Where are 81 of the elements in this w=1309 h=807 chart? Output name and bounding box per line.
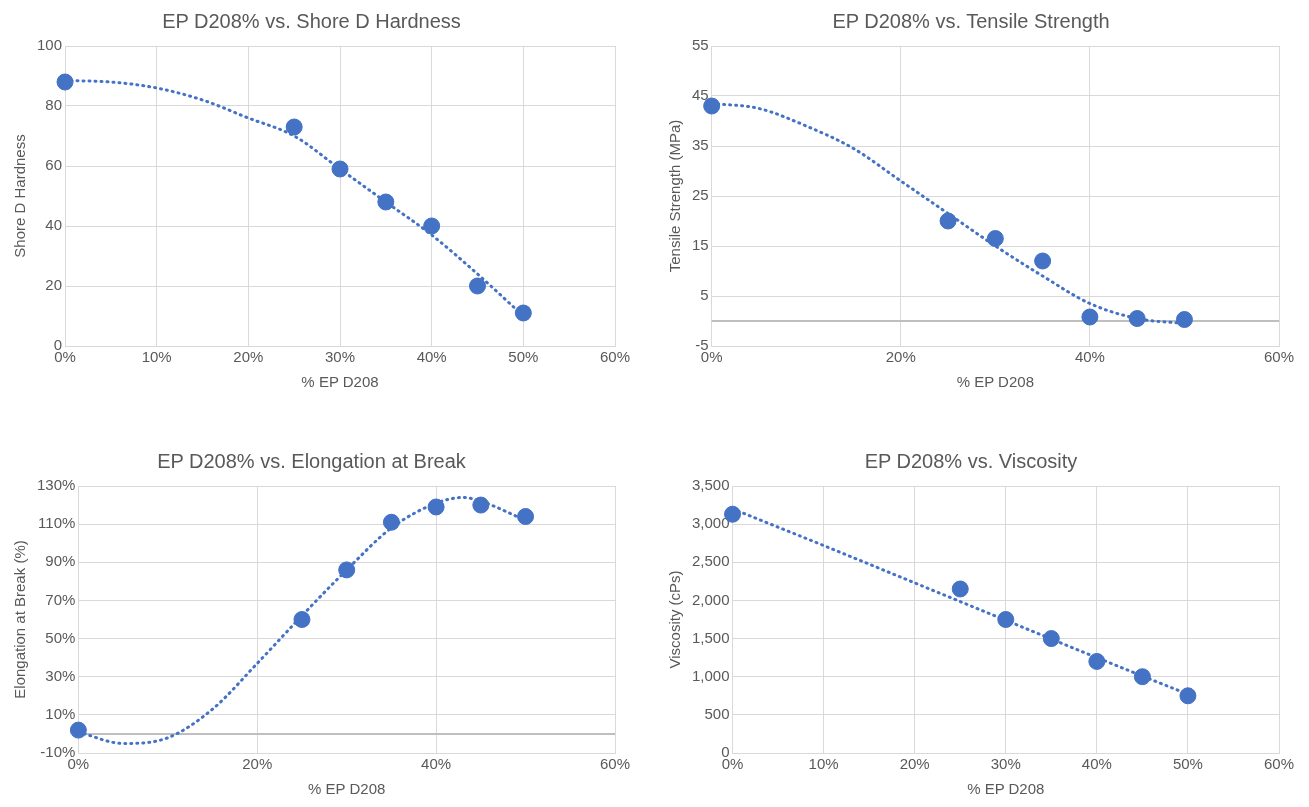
x-tick-label: 10%: [808, 755, 839, 773]
x-tick-label: 30%: [325, 348, 356, 366]
y-axis-title: Tensile Strength (MPa): [666, 119, 684, 273]
x-tick-label: 60%: [1263, 348, 1295, 366]
x-axis-title: % EP D208: [967, 780, 1045, 798]
chart-title: EP D208% vs. Shore D Hardness: [162, 9, 461, 32]
x-tick-label: 60%: [1263, 755, 1295, 773]
y-tick-label: 35: [692, 136, 709, 154]
y-tick-label: 20: [45, 276, 63, 294]
y-tick-label: 90%: [45, 552, 76, 570]
point: [293, 611, 311, 628]
x-tick-label: 50%: [508, 348, 539, 366]
y-tick-label: 500: [704, 705, 730, 722]
y-tick-label: 5: [700, 286, 709, 304]
x-tick-label: 40%: [1074, 348, 1105, 366]
y-tick-label: 130%: [36, 476, 76, 494]
y-tick-label: 70%: [45, 590, 76, 608]
y-tick-label: 3,500: [691, 476, 730, 494]
y-tick-label: 55: [692, 36, 709, 54]
x-axis-title: % EP D208: [301, 373, 379, 391]
point: [382, 513, 400, 531]
y-tick-label: 30%: [45, 666, 76, 684]
x-axis-title: % EP D208: [956, 373, 1034, 391]
x-tick-label: 20%: [233, 348, 264, 366]
y-tick-label: 1,500: [691, 628, 730, 646]
y-tick-label: 1,000: [691, 666, 730, 684]
point: [69, 721, 87, 739]
point: [986, 230, 1004, 247]
y-tick-label: 10%: [45, 705, 76, 722]
chart-title: EP D208% vs. Tensile Strength: [832, 9, 1110, 32]
point: [1088, 652, 1106, 670]
y-tick-label: 100: [37, 36, 63, 54]
y-tick-label: 60: [45, 156, 63, 174]
point: [1179, 687, 1197, 705]
y-axis-title: Viscosity (cPs): [666, 570, 684, 669]
point: [469, 277, 487, 295]
point: [951, 580, 969, 598]
point: [285, 118, 303, 136]
y-tick-label: 45: [692, 86, 709, 104]
point: [1128, 310, 1146, 327]
point: [472, 496, 490, 514]
y-tick-label: 110%: [38, 514, 76, 532]
x-tick-label: 40%: [416, 348, 447, 366]
point: [514, 304, 532, 322]
x-tick-label: 10%: [141, 348, 172, 366]
point: [1042, 630, 1060, 648]
y-tick-label: 15: [692, 236, 709, 254]
x-tick-label: 60%: [599, 755, 631, 773]
y-tick-label: 80: [45, 96, 63, 114]
y-tick-label: 2,500: [691, 552, 730, 570]
x-tick-label: 20%: [242, 755, 273, 773]
x-tick-label: 40%: [1081, 755, 1112, 773]
x-tick-label: 60%: [599, 348, 631, 366]
y-tick-label: 2,000: [691, 590, 730, 608]
point: [997, 611, 1015, 628]
x-tick-label: 30%: [990, 755, 1021, 773]
y-axis-title: Elongation at Break (%): [11, 540, 29, 699]
point: [939, 212, 957, 230]
x-tick-label: 40%: [421, 755, 452, 773]
point: [1175, 311, 1193, 328]
x-tick-label: 20%: [899, 755, 930, 773]
point: [377, 193, 395, 211]
point: [338, 561, 356, 579]
x-tick-label: 20%: [885, 348, 916, 366]
point: [1034, 252, 1052, 270]
point: [423, 217, 441, 235]
y-axis-title: Shore D Hardness: [11, 134, 29, 258]
point: [427, 498, 445, 516]
chart-title: EP D208% vs. Elongation at Break: [157, 449, 467, 472]
y-tick-label: 25: [692, 186, 709, 204]
chart-title: EP D208% vs. Viscosity: [864, 449, 1078, 472]
point: [517, 508, 535, 526]
x-axis-title: % EP D208: [308, 780, 386, 798]
point: [331, 160, 349, 178]
y-tick-label: 40: [45, 216, 63, 234]
x-tick-label: 50%: [1172, 755, 1203, 773]
point: [1133, 668, 1151, 686]
point: [1081, 308, 1099, 326]
y-tick-label: 3,000: [691, 514, 730, 532]
point: [56, 73, 74, 91]
y-tick-label: 50%: [45, 628, 76, 646]
